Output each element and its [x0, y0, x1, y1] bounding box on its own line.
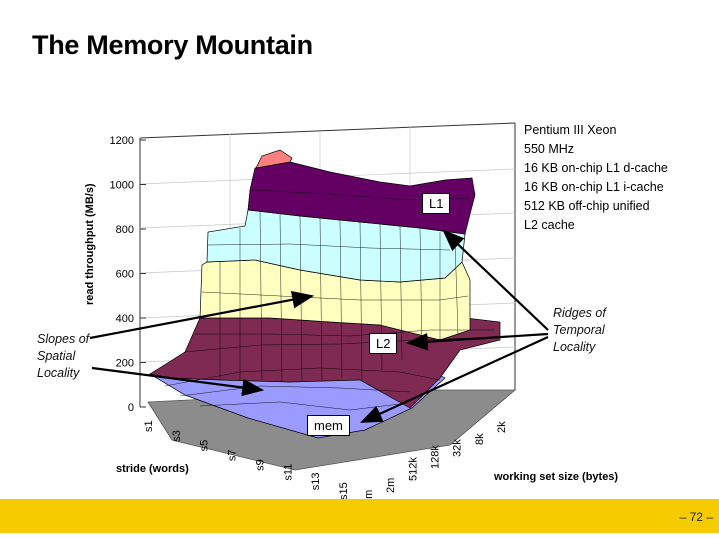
stride-tick-label: s11 [282, 464, 294, 481]
y-tick-label: 800 [116, 224, 134, 236]
working-set-tick-label: 8k [474, 433, 486, 445]
system-spec: Pentium III Xeon 550 MHz 16 KB on-chip L… [524, 121, 668, 235]
working-set-tick-label: 2k [496, 421, 508, 433]
stride-axis-ticks: s1 s3 s5 s7 s9 s11 s13 s15 [143, 420, 350, 500]
footer-bar [0, 499, 719, 533]
y-tick-label: 1200 [110, 135, 134, 147]
slopes-line-2: Spatial [37, 349, 76, 363]
spec-line: 16 KB on-chip L1 i-cache [524, 180, 664, 194]
working-set-tick-label: 128k [430, 445, 442, 469]
peak-patch [255, 149, 293, 169]
y-axis-ticks: 0 200 400 600 800 1000 1200 [110, 135, 146, 414]
stride-tick-label: s3 [171, 430, 183, 442]
spec-line: 512 KB off-chip unified [524, 199, 650, 213]
ridges-arrow-3 [359, 335, 549, 424]
stride-tick-label: s15 [338, 482, 350, 500]
spec-line: L2 cache [524, 218, 575, 232]
mem-label: mem [307, 415, 350, 436]
slopes-annotation: Slopes of Spatial Locality [37, 331, 89, 382]
working-set-tick-label: 32k [452, 439, 464, 457]
working-set-tick-label: 512k [407, 457, 419, 481]
stride-tick-label: s7 [227, 450, 239, 462]
ridges-line-1: Ridges of [553, 306, 606, 320]
stride-tick-label: s9 [254, 459, 266, 471]
x-axis-label: stride (words) [116, 463, 189, 475]
spec-line: 550 MHz [524, 142, 575, 156]
ridges-arrow-2 [405, 332, 549, 351]
ridges-line-2: Temporal [553, 323, 605, 337]
slide-title: The Memory Mountain [32, 30, 313, 60]
y-tick-label: 200 [116, 358, 134, 370]
page-number: – 72 – [679, 510, 713, 524]
annotation-arrows [89, 229, 549, 424]
spec-line: 16 KB on-chip L1 d-cache [524, 161, 668, 175]
spec-line: Pentium III Xeon [524, 123, 617, 137]
y-tick-label: 1000 [110, 180, 134, 192]
l2-label: L2 [369, 333, 398, 354]
slopes-arrow-2 [91, 366, 265, 397]
slopes-line-1: Slopes of [37, 332, 90, 346]
ridges-arrow-1 [442, 229, 549, 331]
slopes-line-3: Locality [37, 366, 80, 380]
z-axis-label: working set size (bytes) [493, 471, 618, 483]
stride-tick-label: s1 [143, 420, 155, 432]
stride-tick-label: s13 [310, 473, 322, 491]
y-tick-label: 600 [116, 269, 134, 281]
l1-label: L1 [422, 193, 451, 214]
y-tick-label: 400 [116, 313, 134, 325]
stride-tick-label: s5 [199, 440, 211, 452]
ridges-line-3: Locality [553, 340, 596, 354]
ridges-annotation: Ridges of Temporal Locality [553, 305, 606, 356]
working-set-tick-label: 2m [385, 478, 397, 493]
y-axis-label: read throughput (MB/s) [84, 183, 96, 305]
y-tick-label: 0 [128, 402, 134, 414]
slopes-arrow-1 [89, 291, 315, 340]
